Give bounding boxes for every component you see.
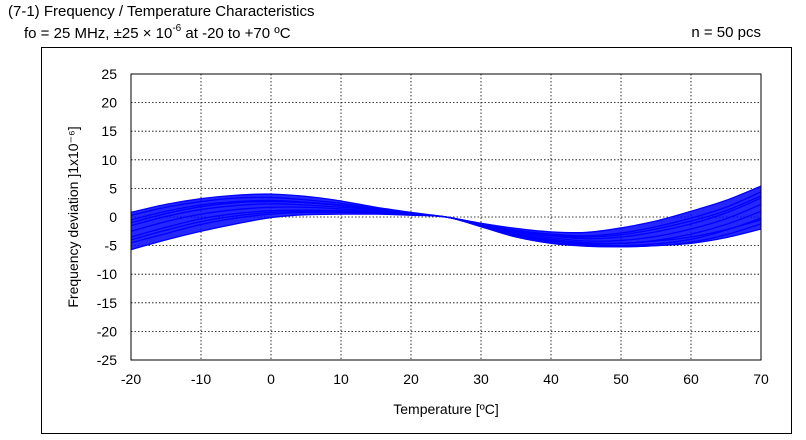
y-tick-label: -10	[97, 266, 117, 282]
subtitle-exponent: -6	[172, 23, 182, 34]
x-tick-label: 40	[543, 371, 559, 387]
y-tick-label: -5	[105, 238, 118, 254]
y-tick-label: 20	[101, 95, 117, 111]
x-axis-title: Temperature [ºC]	[393, 401, 499, 417]
chart-frame	[41, 47, 792, 434]
x-tick-label: 20	[403, 371, 419, 387]
x-tick-label: -10	[191, 371, 211, 387]
subtitle-prefix: fo = 25 MHz, ±25 × 10	[24, 25, 173, 42]
series-group	[130, 185, 762, 251]
y-tick-labels: 25 20 15 10 5 0 -5 -10 -15 -20 -25	[97, 66, 117, 368]
y-tick-label: 15	[101, 123, 117, 139]
x-tick-label: 0	[267, 371, 275, 387]
x-tick-label: -20	[121, 371, 141, 387]
chart-title: (7-1) Frequency / Temperature Characteri…	[8, 3, 315, 20]
y-tick-label: -25	[97, 352, 117, 368]
x-tick-label: 70	[753, 371, 769, 387]
chart-subtitle: fo = 25 MHz, ±25 × 10-6 at -20 to +70 ºC	[24, 23, 291, 42]
y-tick-label: -15	[97, 295, 117, 311]
y-tick-label: 5	[109, 180, 117, 196]
x-tick-label: 10	[333, 371, 349, 387]
x-tick-label: 50	[613, 371, 629, 387]
y-tick-label: 25	[101, 66, 117, 82]
y-axis-title: Frequency deviation ]1x10⁻⁶]	[65, 126, 81, 307]
plot-area-border	[130, 73, 762, 361]
y-tick-label: 0	[109, 209, 117, 225]
y-tick-label: -20	[97, 323, 117, 339]
x-tick-labels: -20 -10 0 10 20 30 40 50 60 70	[121, 371, 769, 387]
subtitle-suffix: at -20 to +70 ºC	[181, 25, 291, 42]
x-tick-label: 60	[683, 371, 699, 387]
series-line-10	[130, 195, 762, 238]
x-tick-label: 30	[473, 371, 489, 387]
sample-count: n = 50 pcs	[691, 24, 761, 41]
y-tick-label: 10	[101, 152, 117, 168]
